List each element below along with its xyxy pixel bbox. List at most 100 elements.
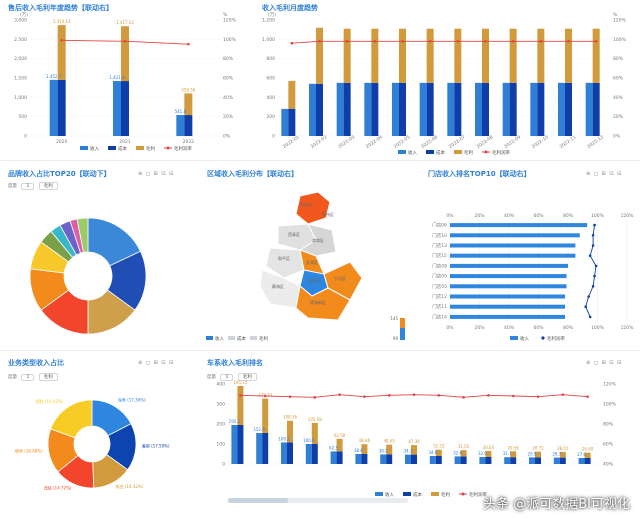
legend-label: 收入 xyxy=(90,145,99,152)
measure-select[interactable]: 毛利 xyxy=(38,182,58,190)
bar-cost xyxy=(361,454,368,464)
scale-bar xyxy=(400,328,405,340)
monthly-trend-chart[interactable]: 1,200 120% 1,000 100% 800 80% 600 60% 400 40% 200 2… xyxy=(250,12,640,158)
store-label: 门店09 xyxy=(432,273,447,280)
store-bar xyxy=(450,263,568,268)
store-label: 门店15 xyxy=(432,252,447,259)
bar-profit xyxy=(535,451,541,458)
store-label: 门店13 xyxy=(432,242,447,249)
measure-label: 度量 xyxy=(8,375,17,380)
bar-revenue xyxy=(479,457,486,464)
y-tick: 0 xyxy=(24,134,27,140)
y-tick: 3,000 xyxy=(14,18,27,24)
legend-label: 成本 xyxy=(413,491,422,498)
y2-tick: 100% xyxy=(603,402,617,408)
rate-point xyxy=(313,396,317,399)
y-unit: (万) xyxy=(268,12,276,18)
region-label: 和平区 xyxy=(278,255,290,261)
measure-count[interactable]: 1 xyxy=(220,374,234,381)
bar-profit xyxy=(316,27,323,84)
bar-profit xyxy=(584,452,591,458)
measure-select[interactable]: 毛利 xyxy=(237,373,257,381)
bar-profit xyxy=(288,80,296,109)
bar-profit xyxy=(262,398,269,433)
region-label: 津南区 xyxy=(312,237,324,243)
y2-tick: 120% xyxy=(613,18,627,24)
scrollbar-thumb xyxy=(228,498,288,503)
x-tick-top: 20% xyxy=(474,213,485,219)
bar-label: 31.01 xyxy=(458,444,470,449)
rate-point xyxy=(288,395,292,398)
store-rank-chart[interactable]: 0% 0% 20% 20% 40% 40% 60% 60% 80% 80% 100% 100% 120%… xyxy=(415,210,640,350)
bar-cost xyxy=(426,82,434,136)
bar-profit xyxy=(399,28,406,83)
store-bar xyxy=(450,304,566,309)
donut-slice xyxy=(50,399,93,439)
legend-swatch xyxy=(108,146,116,150)
bar-revenue xyxy=(231,425,238,464)
y2-tick: 20% xyxy=(223,114,234,120)
bar-revenue xyxy=(553,457,560,464)
y-tick: 1,500 xyxy=(14,76,27,82)
rate-point xyxy=(593,274,596,278)
bar-label: 541.8 xyxy=(175,109,187,114)
bar-profit xyxy=(386,444,393,455)
y-tick: 1,200 xyxy=(262,18,275,24)
brand-share-title: 品牌收入占比TOP20【联动下】 xyxy=(8,170,111,178)
legend-label: 毛利润率 xyxy=(492,149,510,156)
y2-tick: 60% xyxy=(223,76,234,82)
bar-revenue xyxy=(392,82,399,136)
bar-revenue xyxy=(419,82,427,136)
business-toolbar[interactable]: ⊕ ◻ ⊞ ⊡ ⊟ xyxy=(138,360,175,366)
rate-point xyxy=(511,39,515,43)
y2-tick: 100% xyxy=(613,37,627,43)
bar-revenue xyxy=(176,115,185,136)
x-tick-bottom: 80% xyxy=(563,325,574,331)
bar-revenue xyxy=(49,79,58,136)
store-label: 门店05 xyxy=(432,283,447,290)
legend-label: 收入 xyxy=(520,335,529,342)
bar-label: 38.2 xyxy=(379,448,388,453)
legend-label: 成本 xyxy=(237,335,246,342)
bar-revenue xyxy=(380,454,387,464)
slice-label: 维修 (16.48%) xyxy=(15,447,43,453)
legend-swatch xyxy=(426,150,434,154)
map-region xyxy=(295,191,331,225)
y2-tick: 40% xyxy=(613,95,624,101)
region-label: 静海区 xyxy=(272,283,284,289)
measure-select[interactable]: 毛利 xyxy=(38,373,58,381)
y-unit: (万) xyxy=(20,12,28,18)
region-label: 武清区 xyxy=(306,259,318,265)
y-tick: 2,000 xyxy=(14,56,27,62)
bar-label: 47.39 xyxy=(408,439,420,444)
bar-cost xyxy=(482,82,489,136)
rate-point xyxy=(587,295,590,298)
bar-cost xyxy=(343,82,351,136)
brand-toolbar[interactable]: ⊕ ◻ ⊞ ⊡ ⊟ xyxy=(138,171,175,177)
series-measure-control[interactable]: 度量 1 毛利 xyxy=(207,373,257,381)
series-rank-chart[interactable]: 400 120% 300 100% 200 80% 100 60% 0 40% 195.1 195.1… xyxy=(200,378,640,518)
rate-point xyxy=(561,393,565,396)
bar-cost xyxy=(435,456,442,464)
region-label: 滨海新区 xyxy=(310,299,326,305)
business-measure-control[interactable]: 度量 1 毛利 xyxy=(8,373,58,381)
bar-profit xyxy=(361,444,368,454)
x-tick: 2022-11 xyxy=(559,134,578,150)
bar-cost xyxy=(584,458,591,464)
series-toolbar[interactable]: ⊕ ◻ ⊞ ⊡ ⊟ xyxy=(586,360,623,366)
brand-measure-control[interactable]: 度量 1 毛利 xyxy=(8,182,58,190)
brand-donut-chart[interactable] xyxy=(0,190,200,340)
map-region xyxy=(295,285,351,321)
business-donut-chart[interactable]: 保养 (17.36%) 美容 (17.59%) 钣金 (14.42%) 改装 (14.… xyxy=(0,384,200,514)
x-tick-bottom: 0% xyxy=(446,325,454,331)
x-tick: 2022-02 xyxy=(310,134,329,150)
y-tick: 1,000 xyxy=(14,95,27,101)
yearly-trend-chart[interactable]: 3,000 120% 2,500 100% 2,000 80% 1,500 60% 1,000 4… xyxy=(0,12,248,158)
x-tick: 2022-10 xyxy=(531,134,550,150)
store-toolbar[interactable]: ⊕ ◻ ⊞ ⊡ ⊟ xyxy=(586,171,623,177)
measure-count[interactable]: 1 xyxy=(21,183,35,190)
bar-revenue xyxy=(355,454,362,464)
bar-cost xyxy=(411,454,417,464)
measure-count[interactable]: 1 xyxy=(21,374,35,381)
